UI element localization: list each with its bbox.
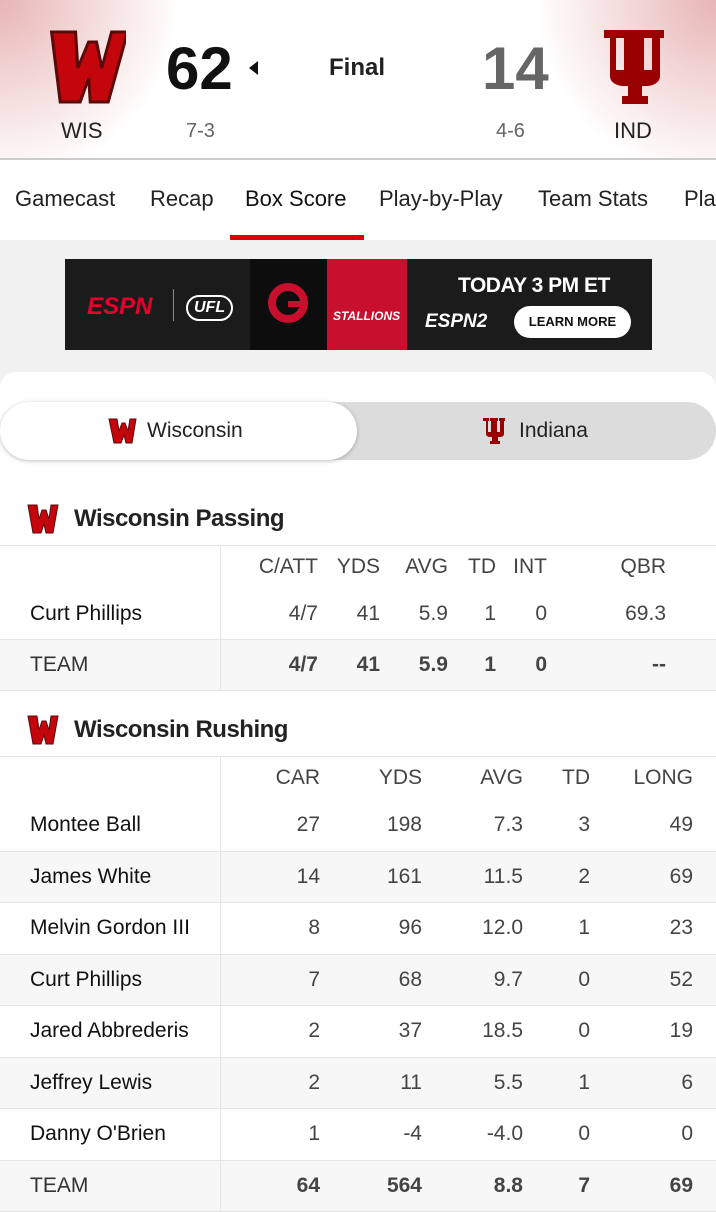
section-logo [25,715,59,745]
stat-cell: -4 [322,1122,422,1146]
player-name: Jared Abbrederis [30,1019,189,1043]
ad-team-panel: STALLIONS [327,259,407,350]
stat-cell: 0 [593,1122,693,1146]
wis-logo [40,28,126,106]
player-name: Jeffrey Lewis [30,1071,152,1095]
away-record: 4-6 [496,120,525,143]
player-name: James White [30,865,151,889]
stat-cell: 2 [220,1071,320,1095]
tab[interactable]: Team Stats [538,186,648,212]
column-header: INT [447,555,547,579]
stat-cell: 14 [220,865,320,889]
stat-cell: 52 [593,968,693,992]
section-title: Wisconsin Rushing [74,716,288,744]
stat-cell: 2 [490,865,590,889]
ad-brand: ESPN [87,293,152,321]
ad-league: UFL [186,295,233,321]
ad-team: STALLIONS [333,309,400,323]
player-name: TEAM [30,1174,88,1198]
stat-cell: 64 [220,1174,320,1198]
player-name: Curt Phillips [30,602,142,626]
column-header: TD [490,766,590,790]
section-logo [25,504,59,534]
stat-cell: 161 [322,865,422,889]
column-header: QBR [566,555,666,579]
stat-cell: 7 [220,968,320,992]
stat-cell: 19 [593,1019,693,1043]
g-logo [250,259,327,350]
stat-cell: 37 [322,1019,422,1043]
stat-cell: 68 [322,968,422,992]
column-header: YDS [322,766,422,790]
ad-banner[interactable]: ESPN UFL STALLIONS TODAY 3 PM ET ESPN2 L… [65,259,652,350]
name-divider [220,756,221,1212]
stat-cell: 0 [490,1122,590,1146]
tab[interactable]: Recap [150,186,214,212]
stat-cell: 198 [322,813,422,837]
player-name: Curt Phillips [30,968,142,992]
away-score: 14 [482,34,549,103]
stat-cell: 0 [490,968,590,992]
tab[interactable]: Pla [684,186,716,212]
stat-cell: 6 [593,1071,693,1095]
player-name: Danny O'Brien [30,1122,166,1146]
stat-cell: 0 [447,653,547,677]
ad-headline: TODAY 3 PM ET [458,274,610,298]
ad-logo-panel [250,259,327,350]
player-name: Montee Ball [30,813,141,837]
stat-cell: 49 [593,813,693,837]
stat-cell: 69 [593,1174,693,1198]
toggle-away[interactable]: Indiana [519,419,588,443]
stat-cell: 7 [490,1174,590,1198]
toggle-wis-logo [107,418,137,444]
tab[interactable]: Box Score [245,186,347,212]
column-header: CAR [220,766,320,790]
stat-cell: 96 [322,916,422,940]
stat-cell: 27 [220,813,320,837]
section-title: Wisconsin Passing [74,505,284,533]
scoreboard: WIS 62 7-3 Final 14 4-6 IND [0,0,716,160]
stat-cell: 3 [490,813,590,837]
home-abbr: WIS [61,118,103,144]
ind-logo [602,26,666,108]
away-abbr: IND [614,118,652,144]
stat-cell: 2 [220,1019,320,1043]
stat-cell: 564 [322,1174,422,1198]
player-name: TEAM [30,653,88,677]
column-header: LONG [593,766,693,790]
ad-network: ESPN2 [425,311,487,333]
stat-cell: 0 [447,602,547,626]
tab[interactable]: Gamecast [15,186,115,212]
name-divider [220,545,221,691]
stat-cell: -- [566,653,666,677]
stat-cell: 0 [490,1019,590,1043]
stat-cell: 8 [220,916,320,940]
stat-cell: 1 [220,1122,320,1146]
status: Final [329,54,385,82]
toggle-home[interactable]: Wisconsin [147,419,243,443]
toggle-ind-logo [482,417,506,445]
tab[interactable]: Play-by-Play [379,186,502,212]
stat-cell: 23 [593,916,693,940]
divider [173,289,174,321]
stat-cell: 69.3 [566,602,666,626]
ad-cta[interactable]: LEARN MORE [514,306,631,338]
stat-cell: 11 [322,1071,422,1095]
stat-cell: 1 [490,1071,590,1095]
stat-cell: 1 [490,916,590,940]
home-score: 62 [166,34,233,103]
player-name: Melvin Gordon III [30,916,190,940]
winner-caret [249,61,259,75]
stat-cell: 69 [593,865,693,889]
home-record: 7-3 [186,120,215,143]
